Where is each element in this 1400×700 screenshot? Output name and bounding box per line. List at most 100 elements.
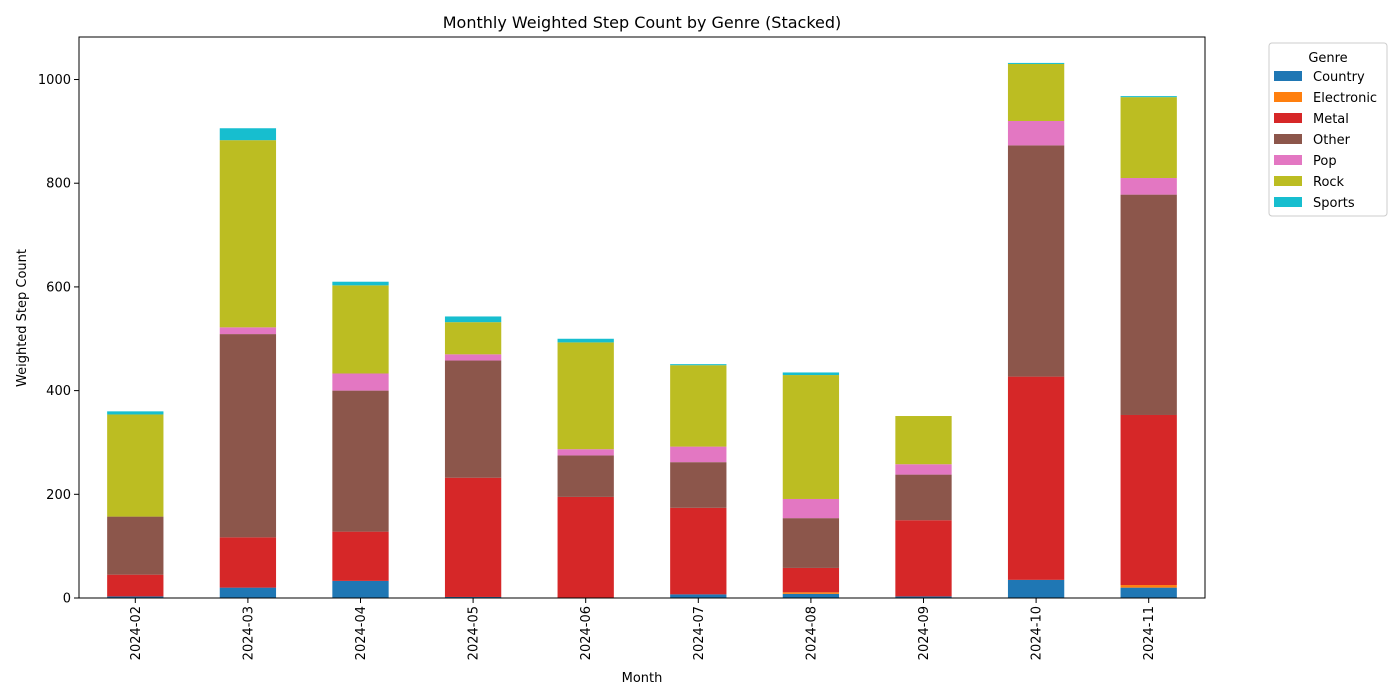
x-tick-label-2024-10: 2024-10: [1030, 606, 1045, 660]
bar-segment-rock-2024-06: [557, 342, 614, 450]
bar-segment-metal-2024-10: [1007, 376, 1065, 580]
bar-segment-other-2024-08: [782, 518, 840, 568]
bar-segment-rock-2024-10: [1007, 63, 1065, 121]
y-axis-label: Weighted Step Count: [15, 249, 30, 387]
y-tick-label: 1000: [38, 73, 71, 88]
x-tick-label-2024-07: 2024-07: [692, 606, 707, 660]
legend-label-metal: Metal: [1313, 112, 1349, 127]
x-tick-label-2024-09: 2024-09: [917, 606, 932, 660]
y-tick-label: 800: [46, 177, 71, 192]
bar-segment-country-2024-08: [782, 593, 840, 598]
legend-label-electronic: Electronic: [1313, 91, 1377, 106]
bar-segment-sports-2024-02: [107, 411, 164, 415]
x-tick-label-2024-08: 2024-08: [804, 606, 819, 660]
bar-segment-sports-2024-11: [1120, 96, 1177, 98]
legend-swatch-rock: [1274, 176, 1302, 186]
legend-title: Genre: [1308, 51, 1347, 66]
bar-segment-electronic-2024-11: [1120, 585, 1177, 588]
legend-swatch-metal: [1274, 113, 1302, 123]
bar-segment-other-2024-10: [1007, 145, 1065, 377]
bar-segment-other-2024-03: [219, 334, 277, 538]
bar-segment-electronic-2024-08: [782, 592, 840, 594]
bar-segment-metal-2024-11: [1120, 414, 1177, 586]
bar-segment-rock-2024-02: [107, 414, 164, 517]
legend-swatch-country: [1274, 71, 1302, 81]
bar-segment-sports-2024-07: [670, 364, 727, 366]
bar-segment-metal-2024-08: [782, 567, 840, 593]
bar-segment-sports-2024-10: [1007, 62, 1065, 64]
x-axis-label: Month: [622, 671, 663, 686]
bar-segment-rock-2024-05: [444, 322, 502, 355]
y-tick-label: 600: [46, 280, 71, 295]
bar-segment-pop-2024-07: [670, 446, 727, 463]
legend-label-pop: Pop: [1313, 154, 1337, 169]
bar-segment-sports-2024-04: [332, 281, 389, 286]
legend-swatch-electronic: [1274, 92, 1302, 102]
plot-frame: [78, 36, 1206, 599]
bar-segment-pop-2024-10: [1007, 120, 1065, 146]
y-axis: 0 200 400 600 800 1000: [38, 73, 79, 607]
bar-segment-pop-2024-05: [444, 354, 502, 361]
bar-segment-metal-2024-06: [557, 496, 614, 598]
bar-segment-country-2024-05: [444, 596, 502, 598]
bar-segment-pop-2024-04: [332, 373, 389, 391]
bar-segment-metal-2024-03: [219, 537, 277, 588]
bar-segment-rock-2024-08: [782, 375, 840, 499]
bar-segment-other-2024-06: [557, 455, 614, 497]
legend: Genre Country Electronic Metal Other Pop Rock…: [1268, 42, 1388, 217]
bar-segment-metal-2024-02: [107, 574, 164, 597]
legend-swatch-sports: [1274, 197, 1302, 207]
bar-segment-pop-2024-11: [1120, 178, 1177, 195]
legend-label-other: Other: [1313, 133, 1351, 148]
plot-area: [107, 62, 1177, 598]
bar-segment-other-2024-02: [107, 516, 164, 575]
bar-segment-country-2024-04: [332, 580, 389, 598]
bar-segment-pop-2024-08: [782, 498, 840, 519]
y-tick-label: 0: [63, 592, 71, 607]
bar-segment-rock-2024-04: [332, 285, 389, 374]
bar-segment-other-2024-05: [444, 360, 502, 478]
bar-segment-pop-2024-03: [219, 327, 277, 335]
bar-segment-country-2024-07: [670, 594, 727, 598]
bar-segment-sports-2024-03: [219, 128, 277, 141]
bar-segment-pop-2024-09: [895, 464, 952, 475]
y-tick-label: 400: [46, 384, 71, 399]
y-tick-label: 200: [46, 488, 71, 503]
bar-segment-metal-2024-07: [670, 507, 727, 595]
x-tick-label-2024-05: 2024-05: [467, 606, 482, 660]
bar-segment-metal-2024-09: [895, 520, 952, 597]
legend-label-sports: Sports: [1313, 196, 1355, 211]
bar-segment-metal-2024-05: [444, 477, 502, 597]
bar-segment-other-2024-04: [332, 390, 389, 532]
bar-segment-other-2024-11: [1120, 194, 1177, 415]
bar-segment-sports-2024-05: [444, 316, 502, 323]
bar-segment-rock-2024-11: [1120, 97, 1177, 179]
x-tick-label-2024-06: 2024-06: [579, 606, 594, 660]
chart-title: Monthly Weighted Step Count by Genre (St…: [443, 13, 842, 32]
bar-segment-country-2024-10: [1007, 579, 1065, 598]
bar-segment-rock-2024-07: [670, 365, 727, 447]
x-tick-label-2024-02: 2024-02: [129, 606, 144, 660]
bar-segment-pop-2024-06: [557, 449, 614, 456]
x-tick-label-2024-04: 2024-04: [354, 606, 369, 660]
legend-swatch-other: [1274, 134, 1302, 144]
legend-swatch-pop: [1274, 155, 1302, 165]
bar-segment-other-2024-07: [670, 462, 727, 508]
bar-segment-country-2024-03: [219, 587, 277, 598]
bar-segment-country-2024-11: [1120, 587, 1177, 598]
bar-segment-country-2024-02: [107, 596, 164, 598]
bar-segment-sports-2024-06: [557, 338, 614, 343]
legend-items: Country Electronic Metal Other Pop Rock Sports: [1274, 70, 1377, 211]
x-tick-label-2024-11: 2024-11: [1142, 606, 1157, 660]
bar-segment-country-2024-09: [895, 596, 952, 598]
bar-segment-metal-2024-04: [332, 531, 389, 581]
bar-segment-other-2024-09: [895, 474, 952, 521]
x-tick-label-2024-03: 2024-03: [241, 606, 256, 660]
bar-segment-sports-2024-08: [782, 372, 840, 376]
x-axis: 2024-02 2024-03 2024-04 2024-05 2024-06 2024-…: [129, 598, 1157, 660]
bar-segment-rock-2024-09: [895, 416, 952, 465]
legend-label-country: Country: [1313, 70, 1365, 85]
legend-label-rock: Rock: [1313, 175, 1345, 190]
bar-segment-rock-2024-03: [219, 140, 277, 328]
